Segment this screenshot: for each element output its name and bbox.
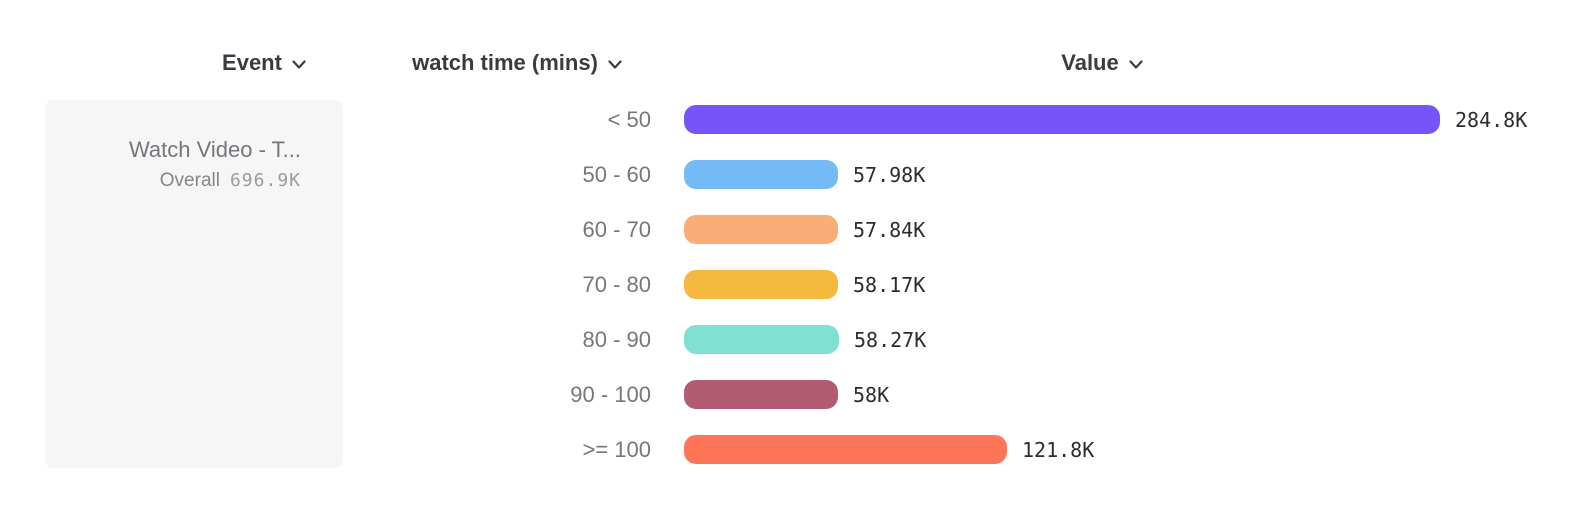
bar-chart: < 50 284.8K 50 - 60 57.98K 60 - 70 57.84…: [0, 92, 1592, 477]
category-label: 60 - 70: [582, 216, 652, 242]
bar-row: 90 - 100 58K: [0, 367, 1592, 422]
chevron-down-icon: [1129, 59, 1143, 69]
value-column-header[interactable]: Value: [972, 48, 1232, 78]
chevron-down-icon: [608, 59, 622, 69]
overall-label: Overall: [159, 170, 220, 191]
bar-segment[interactable]: [684, 215, 838, 244]
bar-row: >= 100 121.8K: [0, 422, 1592, 477]
category-label: 50 - 60: [582, 161, 652, 187]
value-label: 284.8K: [1455, 107, 1528, 132]
bar-segment[interactable]: [684, 105, 1440, 134]
breakdown-column-header[interactable]: watch time (mins): [377, 48, 657, 78]
bar-row: 70 - 80 58.17K: [0, 257, 1592, 312]
bar-row: < 50 284.8K: [0, 92, 1592, 147]
category-label: 70 - 80: [582, 271, 652, 297]
category-label: 80 - 90: [582, 326, 652, 352]
bar-segment[interactable]: [684, 160, 838, 189]
value-label: 57.98K: [853, 162, 926, 187]
bar-row: 80 - 90 58.27K: [0, 312, 1592, 367]
value-label: 58.27K: [854, 327, 927, 352]
value-label: 57.84K: [853, 217, 926, 242]
event-title: Watch Video - T...: [128, 137, 301, 162]
category-label: 90 - 100: [570, 381, 651, 407]
bar-segment[interactable]: [684, 270, 838, 299]
event-card[interactable]: Watch Video - T... Overall 696.9K: [45, 100, 343, 468]
breakdown-column-label: watch time (mins): [412, 50, 598, 75]
event-overall-row: Overall 696.9K: [129, 170, 301, 192]
bar-segment[interactable]: [684, 435, 1007, 464]
event-column-label: Event: [222, 50, 282, 75]
overall-value: 696.9K: [229, 170, 301, 191]
bar-row: 60 - 70 57.84K: [0, 202, 1592, 257]
bar-row: 50 - 60 57.98K: [0, 147, 1592, 202]
category-label: < 50: [607, 106, 651, 132]
value-label: 58K: [853, 382, 890, 407]
bar-segment[interactable]: [684, 380, 838, 409]
value-label: 58.17K: [853, 272, 926, 297]
value-column-label: Value: [1061, 50, 1119, 75]
bar-segment[interactable]: [684, 325, 839, 354]
category-label: >= 100: [582, 436, 651, 462]
value-label: 121.8K: [1022, 437, 1095, 462]
chevron-down-icon: [292, 59, 306, 69]
event-column-header[interactable]: Event: [154, 48, 374, 78]
